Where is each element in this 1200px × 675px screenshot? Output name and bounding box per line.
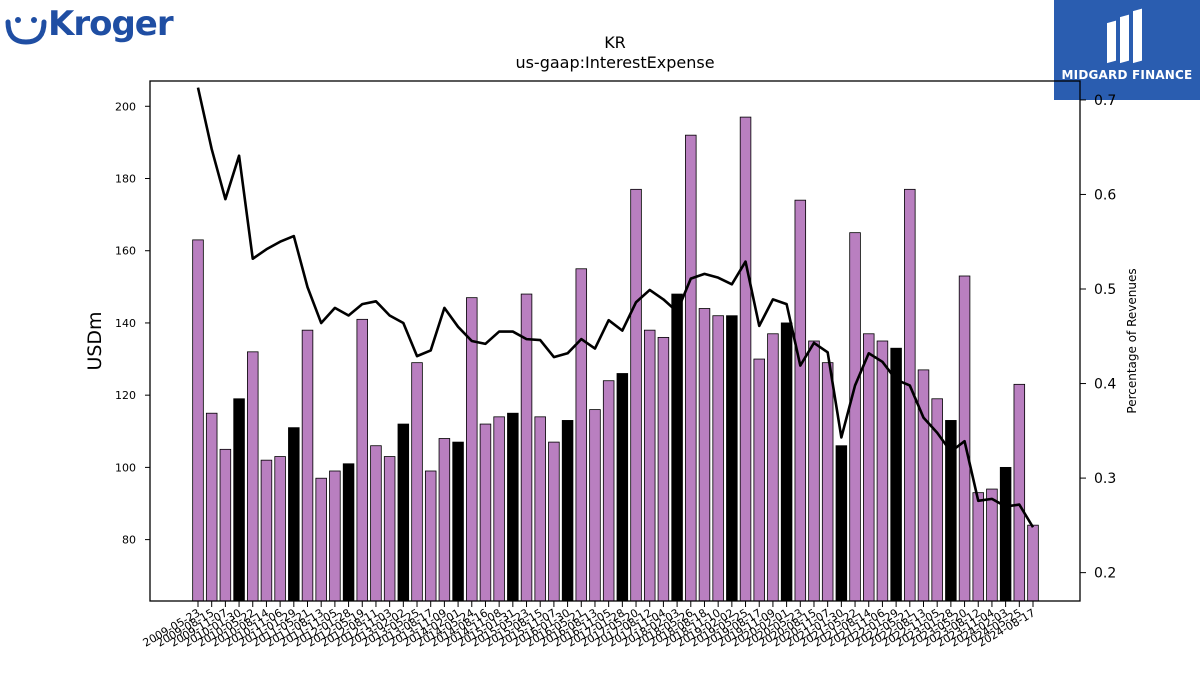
bar bbox=[972, 492, 984, 602]
midgard-finance-logo: MIDGARD FINANCE bbox=[1054, 0, 1200, 100]
y-tick-label: 160 bbox=[115, 245, 136, 258]
y-right-tick-label: 0.7 bbox=[1094, 93, 1116, 109]
bar bbox=[986, 488, 998, 602]
y-tick-label: 140 bbox=[115, 317, 136, 330]
midgard-wordmark: MIDGARD FINANCE bbox=[1061, 68, 1193, 82]
bar bbox=[424, 470, 437, 602]
bar bbox=[767, 333, 779, 602]
bar bbox=[999, 466, 1012, 602]
bar bbox=[589, 409, 601, 602]
y-right-tick-label: 0.3 bbox=[1094, 471, 1116, 487]
bar bbox=[835, 445, 848, 602]
bar bbox=[507, 412, 519, 602]
bar bbox=[643, 329, 656, 602]
y-axis-label-left: USDm bbox=[84, 311, 106, 370]
bar bbox=[219, 448, 232, 602]
bar bbox=[288, 427, 300, 602]
bar bbox=[233, 398, 245, 602]
bar bbox=[370, 445, 382, 602]
bar bbox=[726, 315, 738, 602]
bar bbox=[917, 369, 930, 602]
bar bbox=[466, 297, 478, 602]
bar bbox=[452, 441, 464, 602]
y-tick-label: 120 bbox=[115, 389, 136, 402]
y-right-tick-label: 0.5 bbox=[1094, 282, 1116, 298]
bar bbox=[397, 423, 410, 602]
bar bbox=[383, 456, 396, 602]
bar bbox=[671, 293, 683, 602]
y-right-tick-label: 0.2 bbox=[1094, 566, 1116, 582]
bar bbox=[575, 268, 588, 602]
bar bbox=[958, 275, 971, 602]
bar bbox=[342, 463, 355, 602]
bar bbox=[356, 318, 369, 602]
y-tick-label: 100 bbox=[115, 461, 136, 474]
bar bbox=[863, 333, 875, 602]
kroger-smile-icon bbox=[5, 17, 47, 45]
bar bbox=[890, 347, 902, 602]
bar bbox=[602, 380, 615, 602]
bar bbox=[1027, 524, 1039, 602]
kroger-wordmark: Kroger bbox=[48, 4, 174, 44]
bar bbox=[794, 199, 807, 602]
bar bbox=[685, 134, 697, 602]
bar bbox=[411, 362, 423, 602]
bar bbox=[821, 362, 834, 602]
bar bbox=[548, 441, 560, 602]
chart-title: KR bbox=[604, 33, 626, 52]
bar bbox=[315, 477, 327, 602]
bar bbox=[534, 416, 546, 602]
kroger-logo: Kroger bbox=[4, 4, 174, 56]
bar bbox=[876, 340, 889, 602]
bar bbox=[739, 116, 752, 602]
bar bbox=[616, 373, 629, 602]
bar bbox=[698, 308, 711, 602]
y-tick-label: 80 bbox=[122, 534, 136, 547]
axes: 801001201401601802000.20.30.40.50.60.720… bbox=[115, 80, 1116, 650]
y-tick-label: 180 bbox=[115, 173, 136, 186]
bar bbox=[247, 351, 259, 602]
y-axis-label-right: Percentage of Revenues bbox=[1125, 268, 1139, 413]
bar bbox=[657, 336, 670, 602]
plot-frame bbox=[149, 80, 1081, 602]
bar bbox=[561, 420, 574, 602]
bar bbox=[780, 322, 793, 602]
y-right-tick-label: 0.6 bbox=[1094, 187, 1116, 203]
bar bbox=[753, 358, 765, 602]
chart-subtitle: us-gaap:InterestExpense bbox=[515, 53, 714, 72]
midgard-logo-icon bbox=[1107, 8, 1142, 64]
bar bbox=[274, 456, 286, 602]
bar bbox=[301, 329, 314, 602]
line-series bbox=[196, 87, 1035, 528]
ratio-line bbox=[196, 87, 1035, 528]
bar bbox=[260, 459, 273, 602]
bar bbox=[192, 239, 204, 602]
bar bbox=[493, 416, 505, 602]
bar bbox=[630, 188, 642, 602]
bar bbox=[205, 412, 218, 602]
bar bbox=[849, 232, 861, 602]
bar bbox=[438, 438, 451, 602]
bar bbox=[479, 423, 492, 602]
bar bbox=[329, 470, 341, 602]
bar bbox=[808, 340, 820, 602]
y-tick-label: 200 bbox=[115, 100, 136, 113]
bar bbox=[1013, 383, 1026, 602]
bar-series bbox=[192, 116, 1039, 602]
y-right-tick-label: 0.4 bbox=[1094, 377, 1116, 393]
bar bbox=[712, 315, 724, 602]
